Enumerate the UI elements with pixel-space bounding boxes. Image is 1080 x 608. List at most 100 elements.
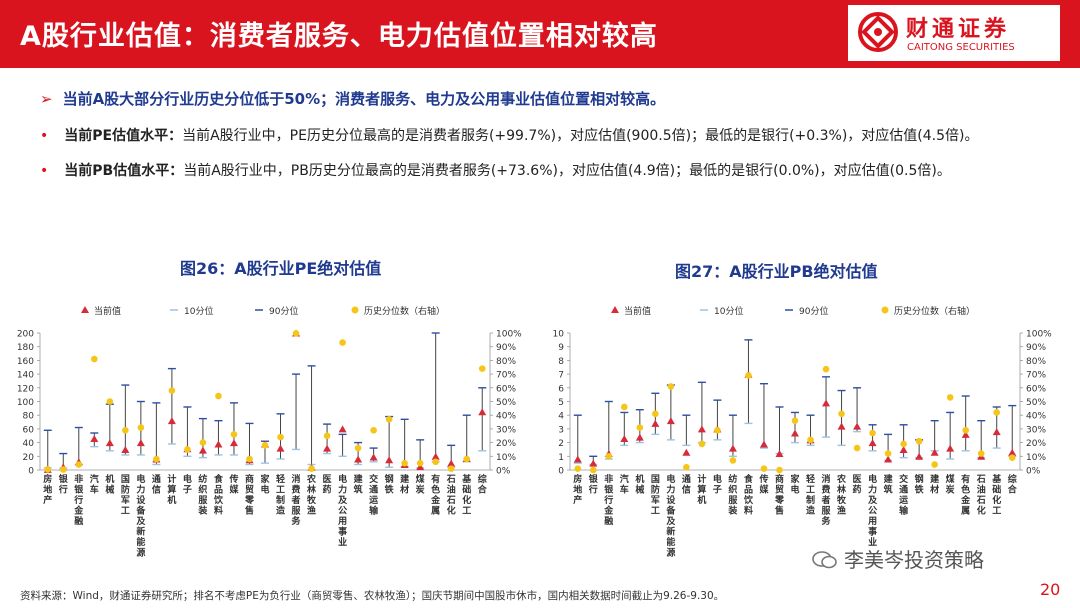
header-bar: A股行业估值：消费者服务、电力估值位置相对较高 财通证券 CAITONG SEC… (0, 0, 1080, 68)
x-tick-label: 械 (635, 484, 644, 496)
x-tick-label: 务 (292, 515, 302, 527)
y-tick-label: 2 (558, 439, 564, 449)
x-tick-label: 备 (135, 505, 146, 517)
category-group: 电力及公用事业 (337, 339, 348, 548)
x-tick-label: 备 (665, 505, 676, 517)
x-tick-label: 材 (399, 484, 409, 496)
category-group: 汽车 (90, 355, 99, 496)
y-tick-label: 1 (558, 453, 564, 463)
current-value-marker (728, 444, 737, 452)
current-value-marker (323, 444, 332, 452)
x-tick-label: 产 (43, 494, 52, 506)
x-tick-label: 钢 (385, 473, 394, 485)
x-tick-label: 服 (198, 495, 208, 506)
x-tick-label: 电 (713, 473, 722, 485)
x-tick-label: 公 (868, 506, 877, 517)
current-value-marker (121, 445, 130, 453)
x-tick-label: 国 (121, 474, 130, 485)
x-tick-label: 电 (183, 473, 192, 485)
x-tick-label: 石 (446, 495, 456, 506)
x-tick-label: 料 (744, 505, 753, 517)
category-group: 建材 (929, 419, 940, 496)
x-tick-label: 贸 (245, 484, 254, 496)
x-tick-label: 金 (603, 505, 614, 517)
percentile-dot (75, 461, 83, 468)
x-tick-label: 纺 (728, 473, 737, 485)
x-tick-label: 媒 (228, 484, 239, 496)
current-value-marker (666, 417, 675, 425)
chart-pe: 当前值 10分位 90分位 历史分位数（右轴）20018016014012010080… (17, 305, 522, 559)
percentile-dot (1008, 454, 1016, 461)
x-tick-label: 电 (338, 473, 347, 485)
legend-label: 10分位 (714, 305, 743, 317)
x-tick-label: 制 (806, 494, 815, 506)
category-group: 家电 (790, 411, 800, 496)
x-tick-label: 计 (167, 473, 176, 485)
category-group: 汽车 (620, 403, 629, 496)
percentile-dot (137, 424, 145, 431)
percentile-dot (946, 394, 954, 401)
category-group: 农林牧渔 (836, 389, 847, 517)
x-tick-label: 用 (337, 516, 347, 527)
x-tick-label: 炭 (946, 484, 955, 496)
x-tick-label: 交 (899, 473, 908, 485)
x-tick-label: 农 (306, 473, 317, 485)
category-group: 机械 (635, 409, 644, 496)
percentile-dot (636, 424, 644, 431)
x-tick-label: 材 (929, 484, 939, 496)
percentile-dot (900, 440, 907, 448)
x-tick-label: 商 (245, 473, 254, 485)
x-tick-label: 合 (478, 484, 488, 496)
x-tick-label: 源 (666, 547, 675, 559)
x-tick-label: 石 (446, 474, 456, 485)
category-group: 银行 (58, 452, 69, 496)
current-value-marker (478, 408, 487, 416)
x-tick-label: 综 (478, 473, 487, 485)
percentile-dot (447, 465, 455, 472)
x-tick-label: 油 (977, 484, 986, 496)
x-tick-label: 综 (1008, 473, 1017, 485)
x-tick-label: 及 (338, 495, 348, 506)
category-group: 建筑 (884, 433, 894, 496)
category-group: 综合 (478, 365, 488, 496)
y2-tick-label: 30% (496, 425, 516, 435)
legend-current-icon (611, 306, 619, 313)
x-tick-label: 新 (136, 526, 145, 538)
percentile-dot (122, 426, 129, 434)
percentile-dot (215, 392, 222, 400)
x-tick-label: 工 (806, 485, 815, 496)
x-tick-label: 行 (588, 484, 598, 496)
x-tick-label: 者 (821, 494, 831, 506)
y2-tick-label: 50% (1026, 398, 1046, 408)
current-value-marker (853, 422, 862, 430)
category-group: 电子 (183, 406, 192, 496)
current-value-marker (573, 455, 582, 463)
x-tick-label: 军 (121, 495, 130, 506)
x-tick-label: 电 (260, 484, 269, 496)
percentile-dot (292, 330, 300, 337)
x-tick-label: 筑 (884, 484, 893, 496)
x-tick-label: 电 (790, 484, 799, 496)
percentile-dot (277, 433, 284, 441)
bullet-dot-icon: • (40, 163, 49, 179)
x-tick-label: 力 (338, 484, 347, 496)
percentile-dot (838, 410, 845, 418)
percentile-dot (168, 387, 176, 394)
category-group: 医药 (323, 423, 332, 496)
x-tick-label: 品 (214, 485, 223, 496)
y-tick-label: 140 (17, 371, 34, 381)
x-tick-label: 基 (991, 473, 1002, 485)
x-tick-label: 合 (1008, 484, 1018, 496)
y2-tick-label: 10% (1026, 453, 1046, 463)
x-tick-label: 织 (728, 484, 737, 496)
current-value-marker (682, 448, 691, 456)
current-value-marker (961, 430, 970, 438)
x-tick-label: 商 (775, 473, 784, 485)
x-tick-label: 用 (867, 516, 877, 527)
percentile-dot (589, 466, 597, 474)
x-tick-label: 业 (338, 536, 347, 548)
watermark: 李美岑投资策略 (812, 544, 984, 573)
